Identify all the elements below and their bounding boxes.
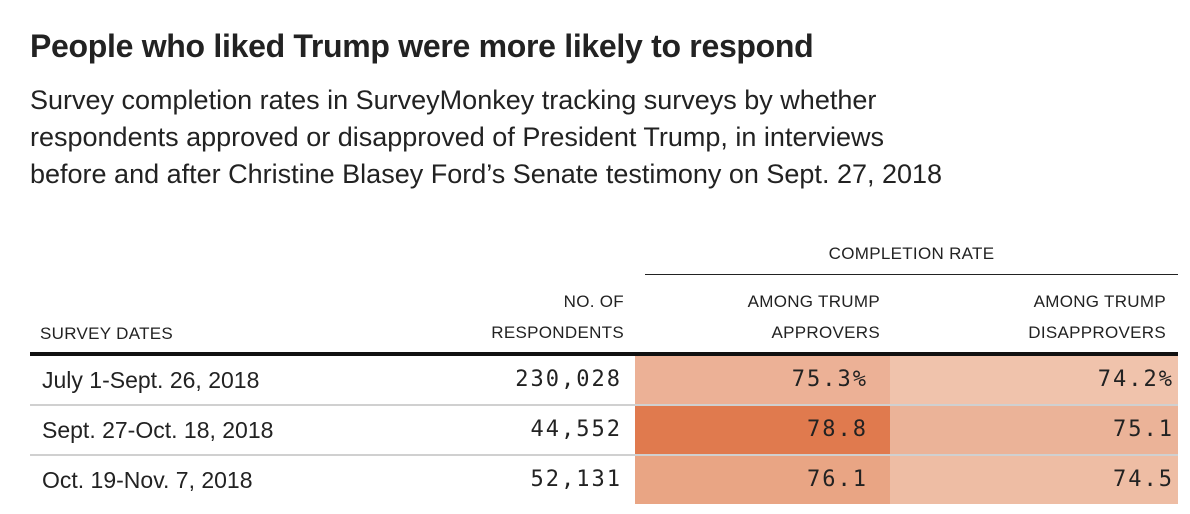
completion-rate-group-header: COMPLETION RATE [645, 244, 1178, 275]
header-survey-dates: SURVEY DATES [40, 324, 174, 343]
header-approvers: AMONG TRUMP APPROVERS [748, 286, 880, 348]
subtitle-line: Survey completion rates in SurveyMonkey … [30, 85, 877, 115]
disapprovers-cell: 74.5 [890, 456, 1178, 504]
chart-subtitle: Survey completion rates in SurveyMonkey … [30, 82, 1190, 193]
approvers-cell: 75.3% [635, 356, 890, 404]
header-line: DISAPPROVERS [1028, 323, 1166, 342]
table-row: Oct. 19-Nov. 7, 2018 52,131 76.1 74.5 [30, 456, 1178, 504]
table-row: July 1-Sept. 26, 2018 230,028 75.3% 74.2… [30, 356, 1178, 404]
row-divider [30, 404, 1178, 406]
subtitle-line: before and after Christine Blasey Ford’s… [30, 159, 943, 189]
respondents: 52,131 [530, 467, 622, 492]
header-rule [30, 352, 1178, 356]
approvers-cell: 76.1 [635, 456, 890, 504]
table-row: Sept. 27-Oct. 18, 2018 44,552 78.8 75.1 [30, 406, 1178, 454]
survey-dates: July 1-Sept. 26, 2018 [42, 367, 260, 393]
header-line: AMONG TRUMP [747, 292, 880, 311]
row-divider [30, 454, 1178, 456]
subtitle-line: respondents approved or disapproved of P… [30, 122, 884, 152]
header-disapprovers: AMONG TRUMP DISAPPROVERS [1028, 286, 1166, 348]
header-respondents: NO. OF RESPONDENTS [491, 286, 624, 348]
respondents: 230,028 [515, 367, 622, 392]
header-line: RESPONDENTS [491, 323, 624, 342]
respondents: 44,552 [530, 417, 622, 442]
header-line: NO. OF [563, 292, 624, 311]
header-line: AMONG TRUMP [1033, 292, 1166, 311]
disapprovers-cell: 74.2% [890, 356, 1178, 404]
approvers-cell: 78.8 [635, 406, 890, 454]
disapprovers-cell: 75.1 [890, 406, 1178, 454]
survey-dates: Sept. 27-Oct. 18, 2018 [42, 417, 274, 443]
survey-dates: Oct. 19-Nov. 7, 2018 [42, 467, 253, 493]
header-line: APPROVERS [771, 323, 880, 342]
chart-title: People who liked Trump were more likely … [30, 28, 814, 64]
